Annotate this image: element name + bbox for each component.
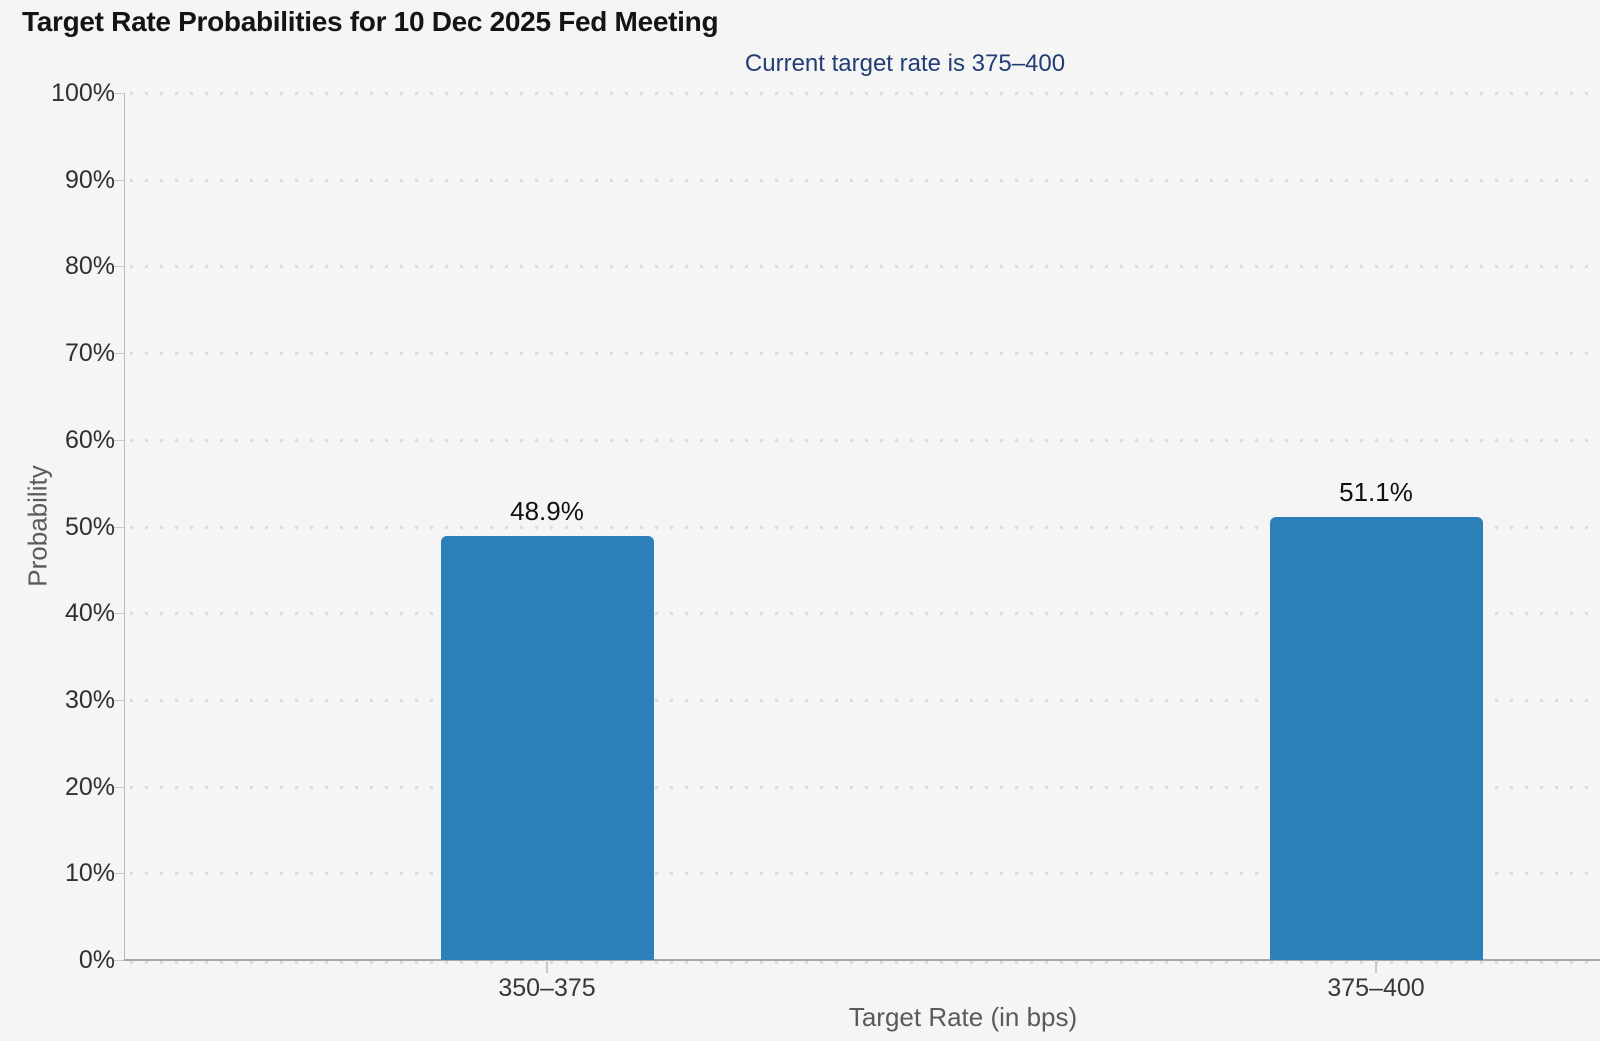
y-axis-tick bbox=[112, 613, 124, 615]
y-tick-label: 70% bbox=[64, 339, 115, 368]
y-axis-tick bbox=[112, 699, 124, 701]
y-axis-tick bbox=[112, 93, 124, 94]
gridline-20 bbox=[130, 785, 1600, 789]
y-axis-line bbox=[124, 93, 125, 960]
y-axis-tick bbox=[112, 439, 124, 441]
y-tick-label: 40% bbox=[64, 599, 115, 628]
x-axis-tick bbox=[1375, 960, 1377, 973]
y-axis-tick bbox=[112, 960, 124, 961]
y-axis-tick bbox=[112, 266, 124, 268]
x-axis-title: Target Rate (in bps) bbox=[848, 1002, 1078, 1032]
y-tick-label: 80% bbox=[64, 252, 115, 281]
gridline-60 bbox=[130, 438, 1600, 442]
y-tick-label: 0% bbox=[78, 946, 115, 974]
bar-350-375[interactable] bbox=[440, 536, 654, 960]
gridline-10 bbox=[130, 872, 1600, 876]
y-axis-tick bbox=[112, 179, 124, 181]
y-tick-label: 30% bbox=[64, 685, 115, 714]
x-axis-tick bbox=[546, 960, 548, 973]
y-axis-tick bbox=[112, 526, 124, 528]
gridline-40 bbox=[130, 612, 1600, 616]
x-axis-minor-dots bbox=[130, 961, 1600, 964]
bar-value-label: 48.9% bbox=[510, 496, 584, 527]
y-tick-label: 90% bbox=[64, 165, 115, 194]
gridline-90 bbox=[130, 178, 1600, 182]
gridline-50 bbox=[130, 525, 1600, 529]
y-tick-label: 50% bbox=[64, 512, 115, 541]
chart-subtitle: Current target rate is 375–400 bbox=[744, 50, 1066, 77]
chart-title: Target Rate Probabilities for 10 Dec 202… bbox=[22, 6, 719, 37]
y-axis-tick bbox=[112, 353, 124, 355]
y-tick-label: 100% bbox=[51, 79, 115, 107]
y-tick-label: 20% bbox=[64, 772, 115, 801]
x-tick-label: 350–375 bbox=[498, 974, 596, 1002]
y-axis-tick bbox=[112, 786, 124, 788]
x-tick-label: 375–400 bbox=[1327, 974, 1425, 1002]
y-tick-label: 60% bbox=[64, 425, 115, 454]
x-axis-line bbox=[124, 959, 1600, 961]
y-axis-tick bbox=[112, 873, 124, 875]
gridline-80 bbox=[130, 265, 1600, 269]
gridline-70 bbox=[130, 352, 1600, 356]
bar-375-400[interactable] bbox=[1269, 516, 1483, 960]
bar-value-label: 51.1% bbox=[1339, 476, 1413, 507]
gridline-30 bbox=[130, 698, 1600, 702]
y-tick-label: 10% bbox=[64, 859, 115, 888]
gridline-100 bbox=[130, 92, 1600, 95]
